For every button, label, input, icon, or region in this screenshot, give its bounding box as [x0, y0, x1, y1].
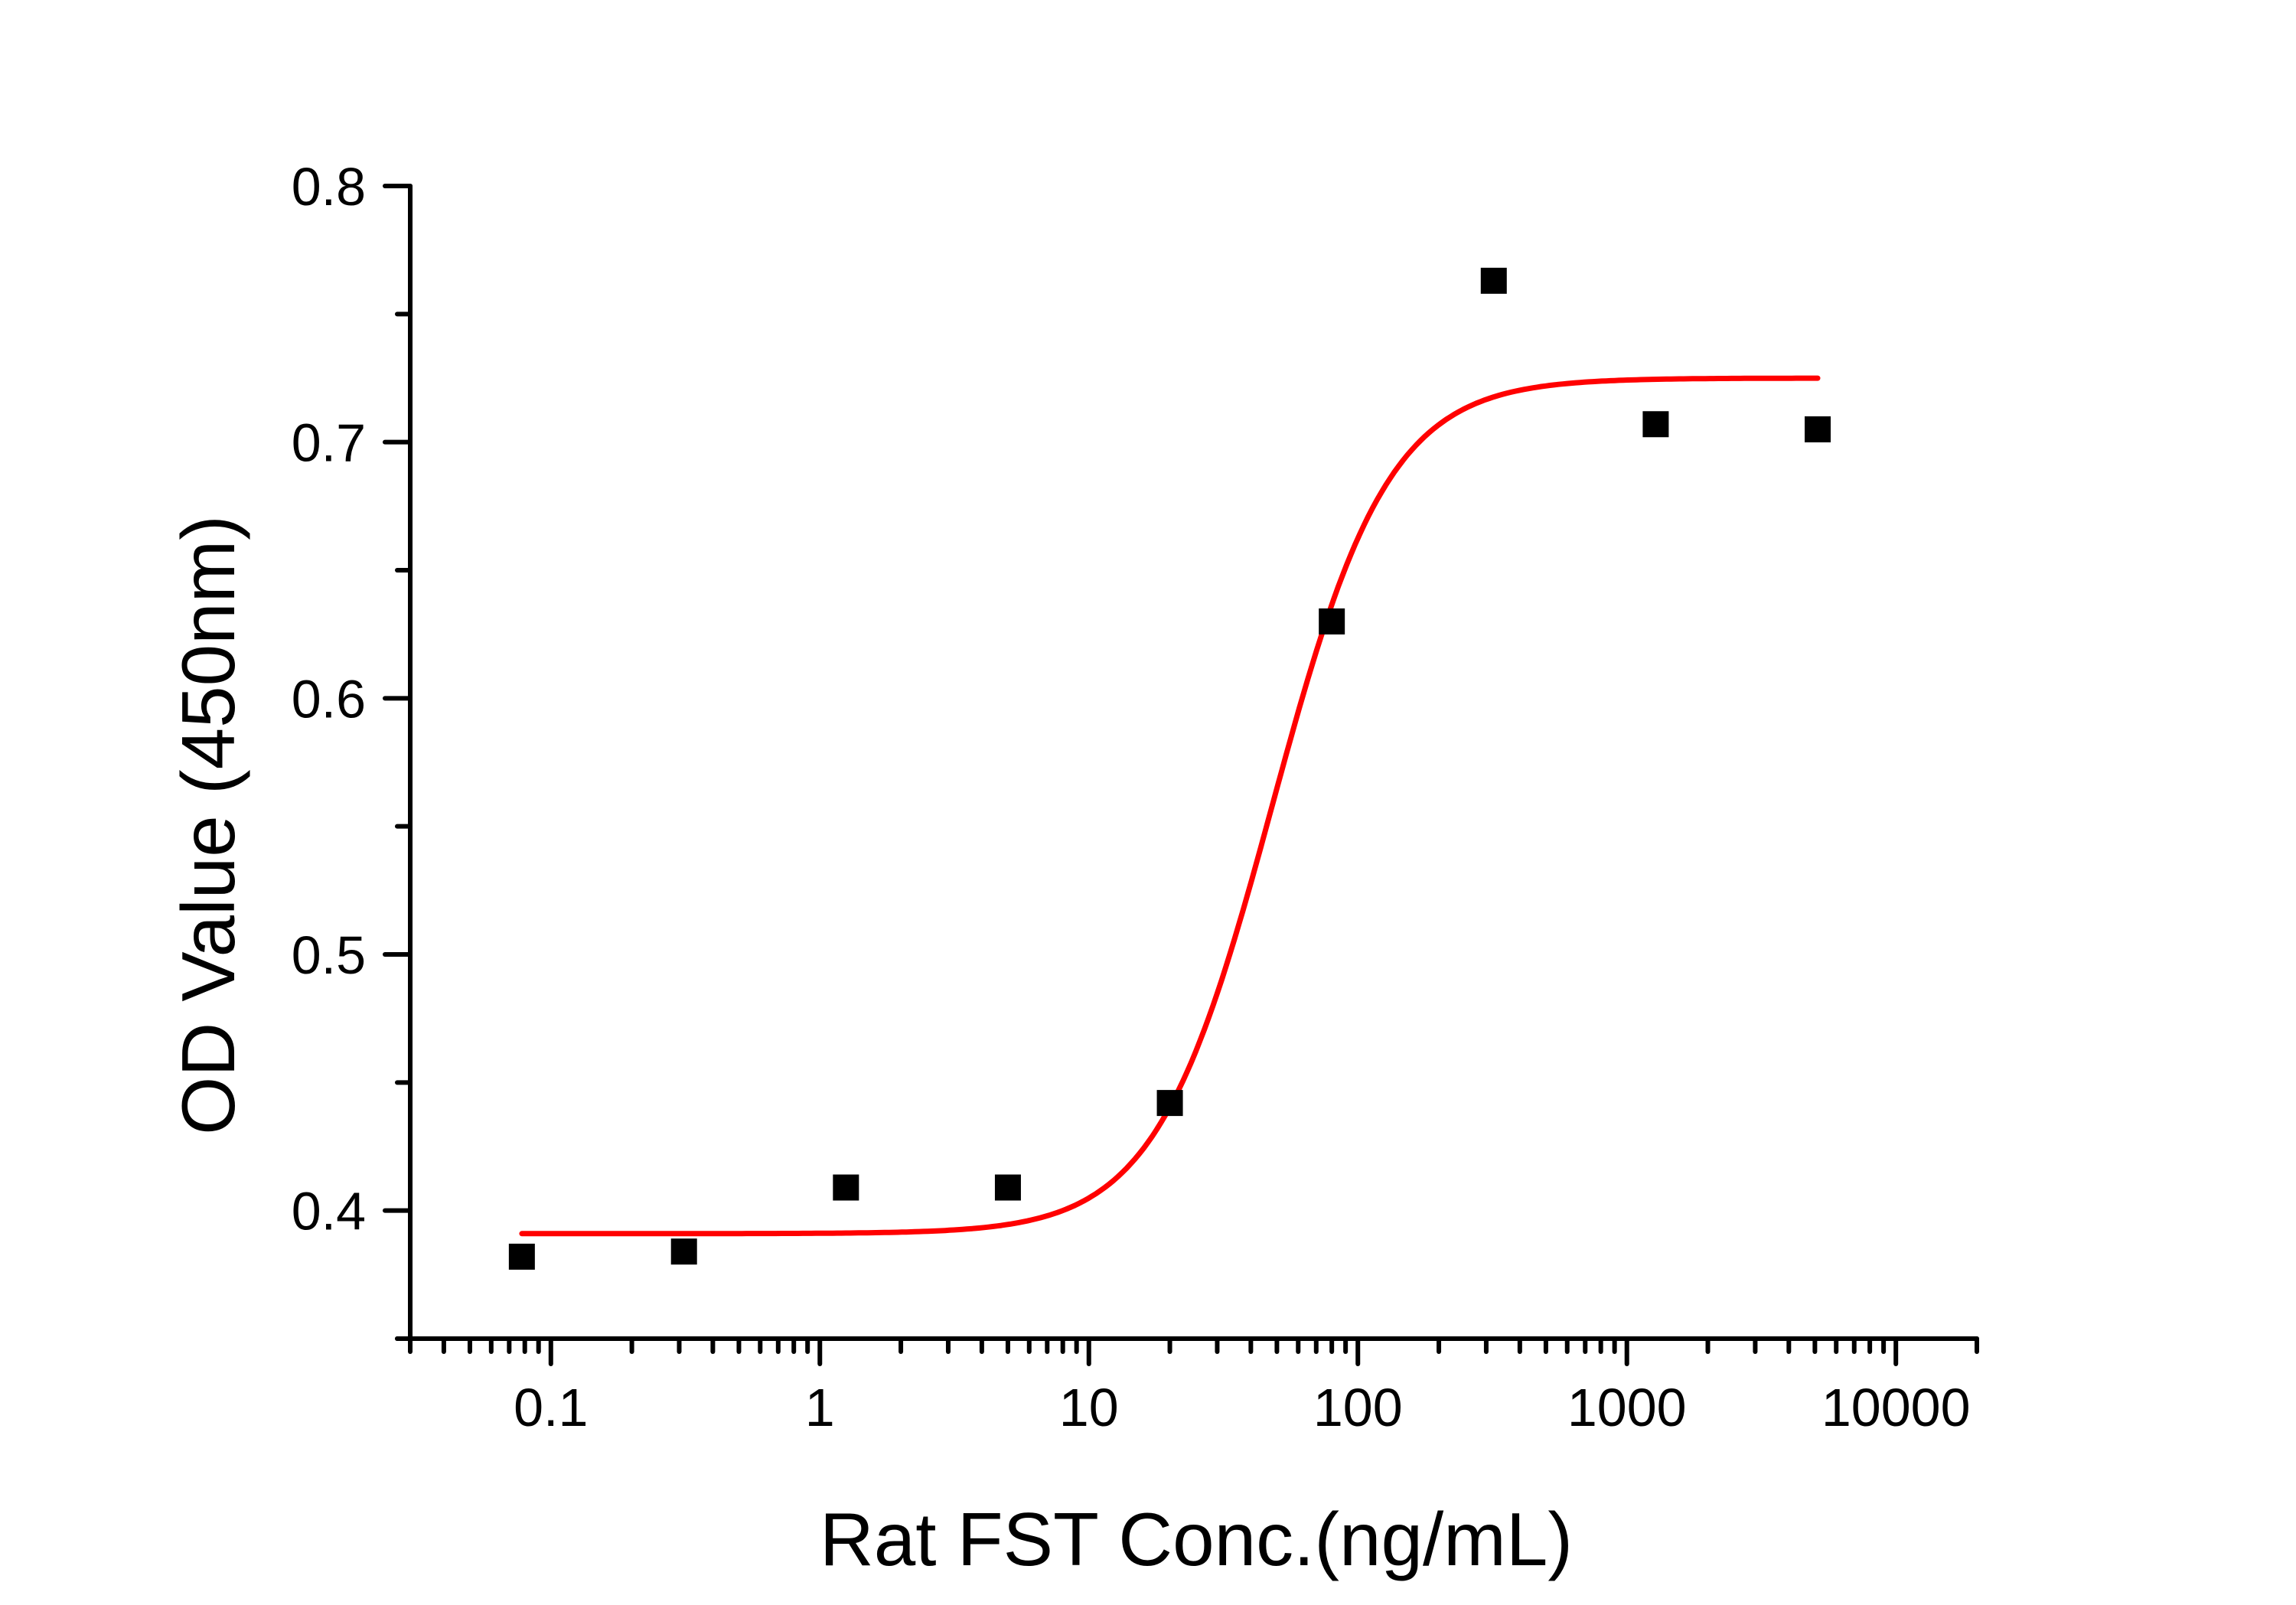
x-tick-label: 10000: [1821, 1378, 1971, 1437]
data-point: [1156, 1090, 1183, 1117]
y-tick-label: 0.8: [292, 157, 366, 217]
x-axis-title: Rat FST Conc.(ng/mL): [820, 1497, 1573, 1581]
data-point: [508, 1243, 535, 1270]
y-axis-title: OD Value (450nm): [166, 515, 250, 1135]
x-tick-label: 0.1: [514, 1378, 588, 1437]
axes: 0.4 0.5 0.6 0.7 0.8 0.1 1 10 100 1000 10000: [292, 157, 1979, 1437]
x-tick-label: 10: [1059, 1378, 1119, 1437]
y-tick-label: 0.6: [292, 669, 366, 729]
data-points-group: [508, 267, 1831, 1270]
x-tick-label: 1000: [1567, 1378, 1687, 1437]
data-point: [994, 1174, 1021, 1201]
x-tick-label: 100: [1313, 1378, 1403, 1437]
data-point: [1480, 267, 1507, 294]
data-point: [1642, 411, 1669, 438]
y-tick-label: 0.4: [292, 1182, 366, 1241]
x-tick-label: 1: [805, 1378, 835, 1437]
data-point: [1319, 608, 1345, 634]
data-point: [833, 1174, 859, 1201]
data-point: [1805, 416, 1831, 442]
data-point: [670, 1238, 697, 1265]
y-tick-label: 0.7: [292, 413, 366, 473]
y-tick-label: 0.5: [292, 925, 366, 985]
